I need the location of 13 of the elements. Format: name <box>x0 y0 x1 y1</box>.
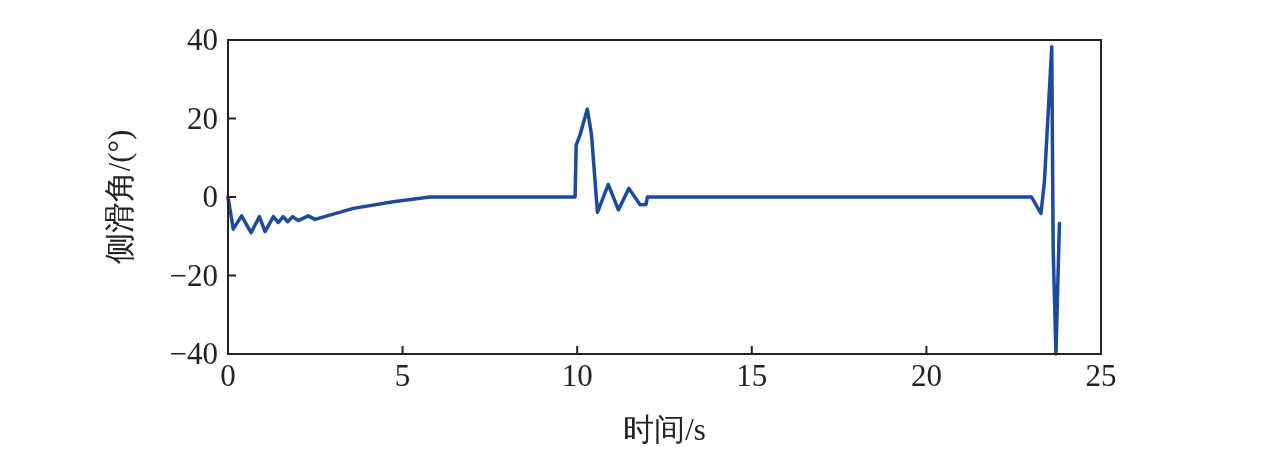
y-tick-label: −20 <box>169 257 218 293</box>
y-axis-title: 侧滑角/(°) <box>102 129 137 265</box>
x-tick-label: 15 <box>736 358 768 393</box>
y-tick-label: 20 <box>187 100 218 136</box>
y-tick-label: 40 <box>187 22 218 57</box>
x-axis-title: 时间/s <box>623 412 706 447</box>
line-series <box>226 44 1062 356</box>
x-tick-label: 10 <box>561 358 593 393</box>
y-tick-label: −40 <box>169 336 218 371</box>
y-tick-label: 0 <box>202 179 218 214</box>
x-tick-label: 25 <box>1085 358 1117 393</box>
x-tick-label: 5 <box>394 358 411 393</box>
x-tick-label: 20 <box>910 358 942 393</box>
